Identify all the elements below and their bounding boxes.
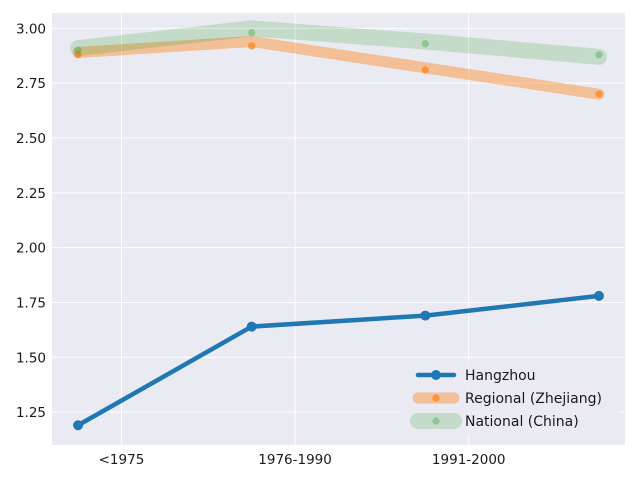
legend-label: Regional (Zhejiang) <box>465 391 602 407</box>
series-band <box>70 20 607 65</box>
y-tick-label: 2.25 <box>16 186 46 202</box>
y-tick-label: 1.50 <box>16 350 46 366</box>
x-tick-label: 1991-2000 <box>432 452 506 468</box>
data-point <box>74 46 82 54</box>
data-point <box>248 42 256 50</box>
series-layer <box>70 20 607 431</box>
y-tick-label: 1.75 <box>16 295 46 311</box>
legend-label: National (China) <box>465 414 579 430</box>
data-point <box>246 321 257 332</box>
legend-box <box>400 360 618 436</box>
data-point <box>595 90 603 98</box>
y-tick-label: 2.50 <box>16 131 46 147</box>
legend-marker <box>432 417 440 425</box>
y-tick-label: 2.00 <box>16 241 46 257</box>
x-tick-label: 1976-1990 <box>258 452 332 468</box>
data-point <box>73 420 84 431</box>
legend-label: Hangzhou <box>465 368 536 384</box>
data-point <box>593 290 604 301</box>
y-tick-label: 1.25 <box>16 405 46 421</box>
legend-marker <box>432 394 440 402</box>
data-point <box>421 40 429 48</box>
data-point <box>74 51 82 59</box>
y-axis: 1.25 1.50 1.75 2.00 2.25 2.50 2.75 3.00 <box>16 21 46 421</box>
data-point <box>595 51 603 59</box>
data-point <box>421 66 429 74</box>
legend-marker <box>431 370 441 380</box>
legend: Hangzhou Regional (Zhejiang) National (Chi… <box>400 360 618 436</box>
y-tick-label: 2.75 <box>16 76 46 92</box>
data-point <box>248 29 256 37</box>
series-line <box>75 293 602 428</box>
x-axis: <1975 1976-1990 1991-2000 <box>99 452 506 468</box>
x-tick-label: <1975 <box>99 452 145 468</box>
data-point <box>420 310 431 321</box>
y-tick-label: 3.00 <box>16 21 46 37</box>
series-band <box>72 36 605 100</box>
